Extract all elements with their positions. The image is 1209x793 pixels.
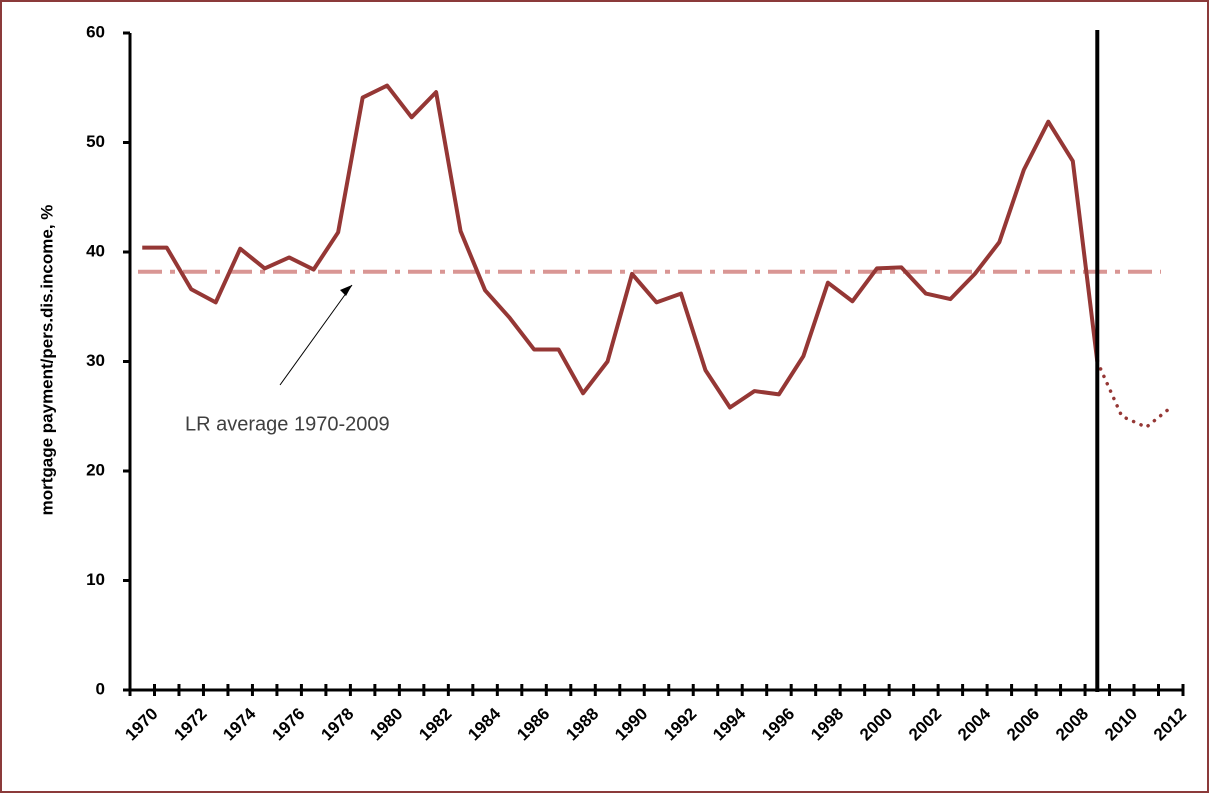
y-tick-label: 20 [86, 460, 105, 479]
arrow-head [340, 285, 352, 296]
y-tick-label: 30 [86, 351, 105, 370]
y-tick-label: 60 [86, 22, 105, 41]
series-line [1095, 359, 1173, 429]
y-tick-label: 10 [86, 570, 105, 589]
annotation-arrow [279, 284, 353, 386]
y-tick-label: 50 [86, 132, 105, 151]
series-line [142, 83, 1100, 410]
annotation: LR average 1970-2009 [185, 413, 390, 435]
y-axis-label: mortgage payment/pers.dis.income, % [37, 205, 56, 516]
y-tick-label: 40 [86, 241, 105, 260]
y-tick-label: 0 [96, 679, 105, 698]
